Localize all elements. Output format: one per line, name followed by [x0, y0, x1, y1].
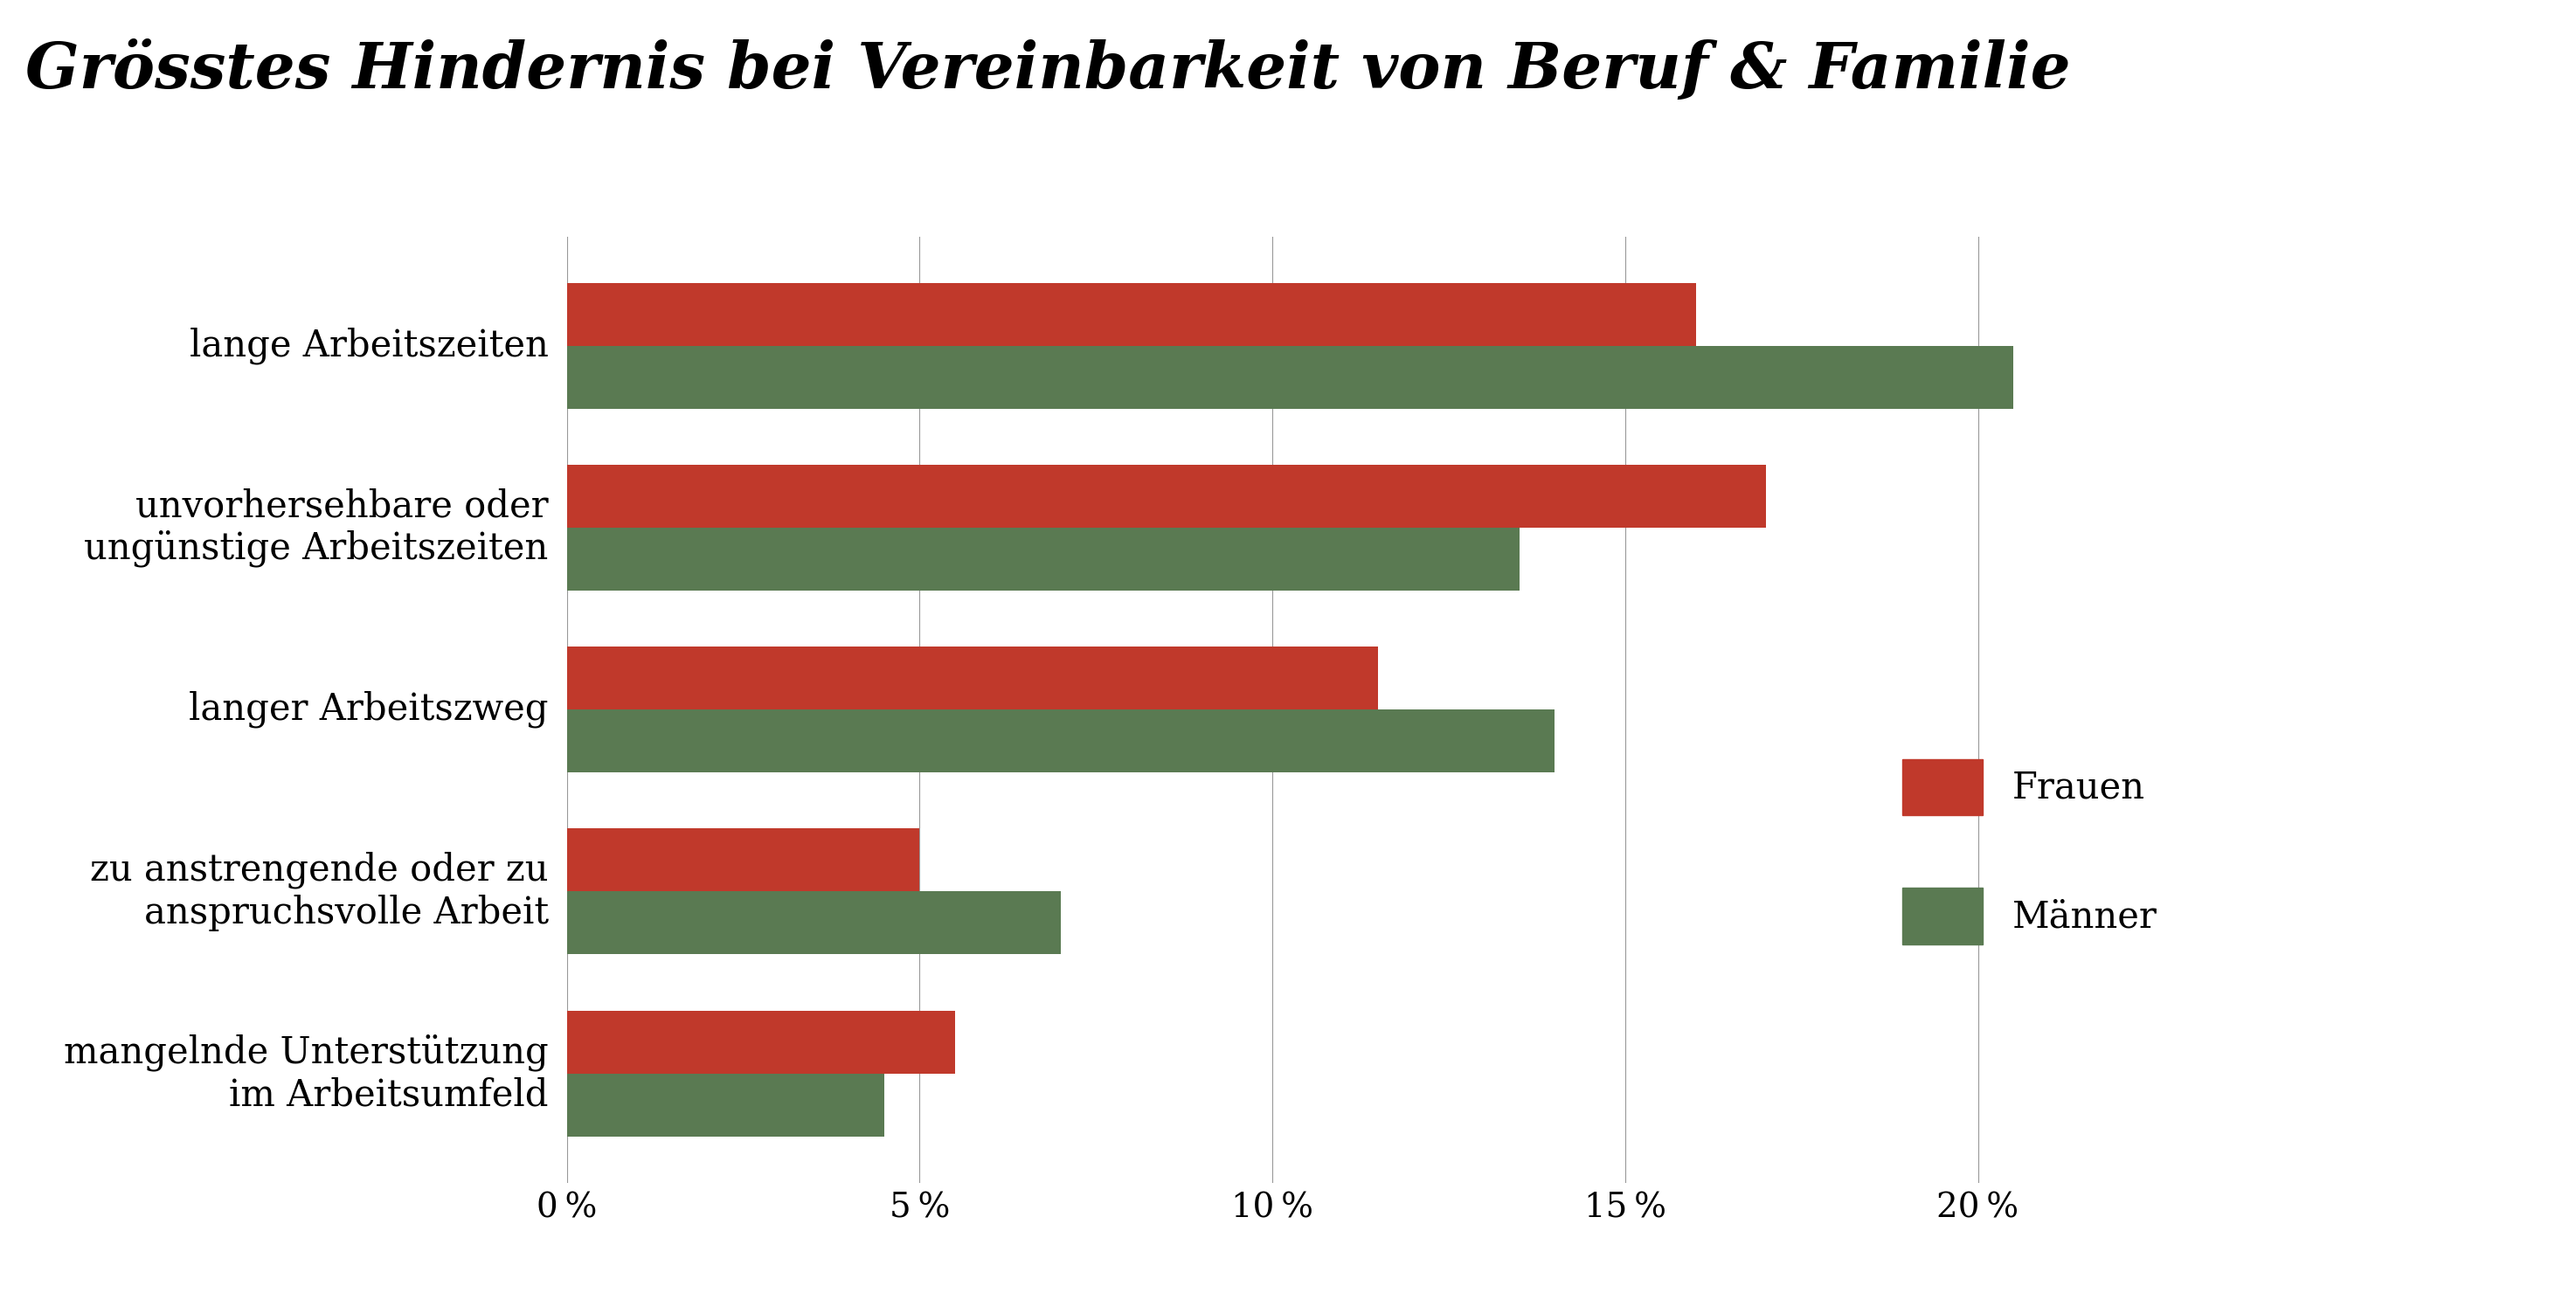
Bar: [567, 710, 1553, 773]
Bar: [567, 283, 1695, 346]
Legend: Frauen, Männer: Frauen, Männer: [1888, 744, 2172, 959]
Bar: [567, 891, 1061, 954]
Bar: [567, 829, 920, 891]
Text: Grösstes Hindernis bei Vereinbarkeit von Beruf & Familie: Grösstes Hindernis bei Vereinbarkeit von…: [26, 39, 2071, 101]
Bar: [567, 1010, 956, 1074]
Bar: [567, 465, 1767, 528]
Bar: [567, 646, 1378, 710]
Bar: [567, 1074, 884, 1137]
Bar: [567, 346, 2014, 409]
Bar: [567, 528, 1520, 590]
